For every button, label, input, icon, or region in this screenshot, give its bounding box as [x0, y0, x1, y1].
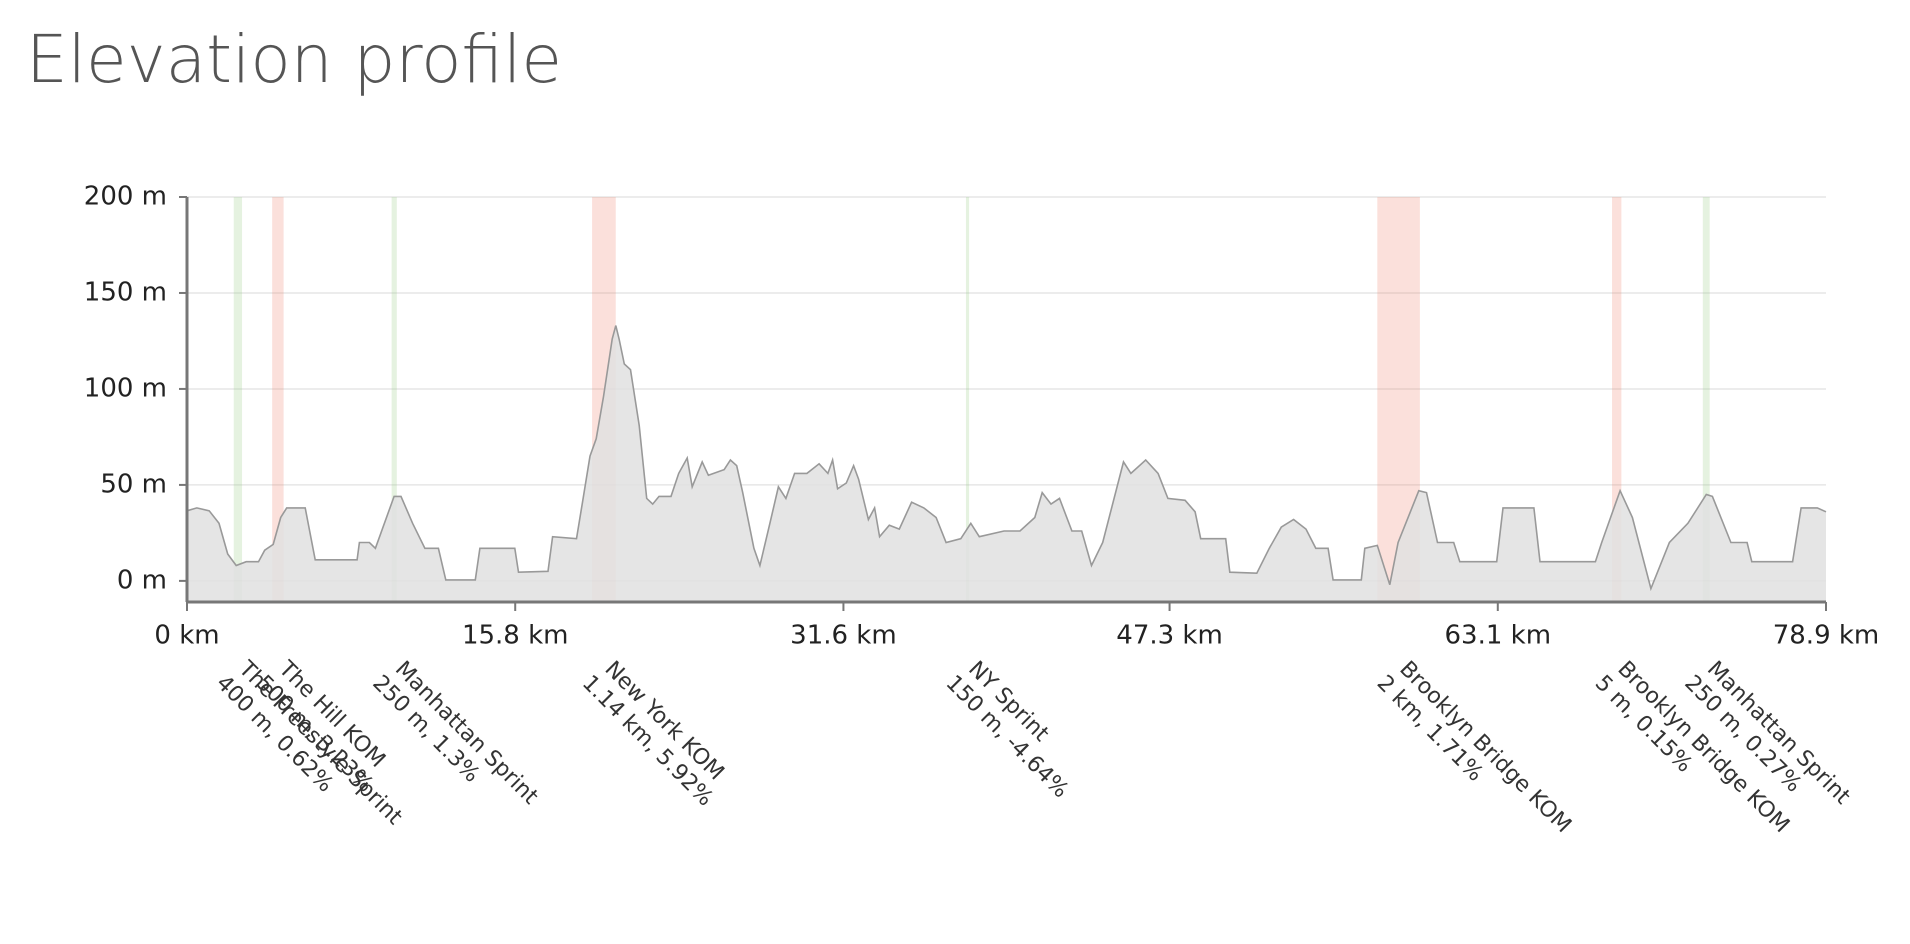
elevation-area	[187, 325, 1826, 602]
x-tick-label: 31.6 km	[790, 621, 897, 651]
segment-name: Brooklyn Bridge KOM	[1394, 657, 1575, 838]
x-tick-label: 63.1 km	[1445, 621, 1552, 651]
x-tick-label: 78.9 km	[1773, 621, 1880, 651]
x-tick-label: 15.8 km	[462, 621, 569, 651]
y-tick-label: 0 m	[117, 565, 167, 595]
segment-band	[272, 197, 284, 602]
elevation-line	[186, 325, 1827, 592]
segment-band	[233, 197, 243, 602]
segment-band	[391, 197, 397, 602]
chart-title: Elevation profile	[26, 21, 562, 98]
y-tick-label: 100 m	[84, 373, 167, 403]
y-tick-label: 200 m	[84, 182, 167, 212]
segment-band	[1702, 197, 1710, 602]
segment-band	[965, 197, 970, 602]
x-tick-label: 47.3 km	[1116, 621, 1223, 651]
x-tick-label: 0 km	[154, 621, 219, 651]
segment-band	[1612, 197, 1622, 602]
y-tick-label: 150 m	[84, 277, 167, 307]
y-tick-label: 50 m	[100, 469, 167, 499]
